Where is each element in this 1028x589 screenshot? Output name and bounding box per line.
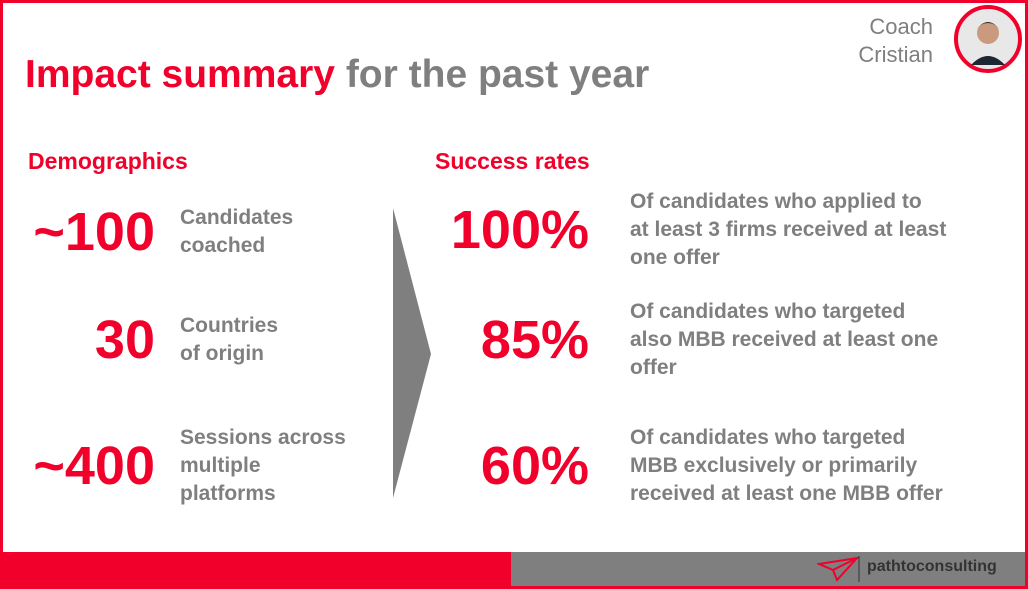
- stat-label: one offer: [630, 246, 720, 269]
- section-heading: Demographics: [28, 148, 188, 174]
- title: Impact summary for the past year: [25, 53, 649, 97]
- stat-value: ~400: [33, 436, 155, 496]
- stat-label: multiple: [180, 454, 261, 477]
- title-highlight: Impact summary: [25, 53, 335, 96]
- title-rest: for the past year: [345, 53, 650, 96]
- stat-value: ~100: [33, 202, 155, 262]
- stat-value: 85%: [480, 310, 589, 370]
- coach-line: Cristian: [858, 42, 933, 67]
- stat-label: platforms: [180, 482, 276, 505]
- stat-label: received at least one MBB offer: [630, 482, 943, 505]
- stat-label: Candidates: [180, 206, 294, 229]
- stat-label: of origin: [180, 342, 264, 365]
- avatar: [954, 5, 1022, 73]
- chevron: [393, 208, 431, 498]
- stat-label: Of candidates who targeted: [630, 300, 906, 323]
- stat-label: coached: [180, 234, 266, 257]
- coach-name: Coach Cristian: [858, 13, 933, 69]
- stat-label: offer: [630, 356, 677, 379]
- stat-value: 100%: [450, 200, 589, 260]
- stat-label: Of candidates who applied to: [630, 190, 922, 213]
- stat-label: Of candidates who targeted: [630, 426, 906, 449]
- coach-line: Coach: [869, 14, 933, 39]
- stat-value: 30: [94, 310, 155, 370]
- stat-label: at least 3 firms received at least: [630, 218, 947, 241]
- stat-value: 60%: [480, 436, 589, 496]
- stat-label: MBB exclusively or primarily: [630, 454, 918, 477]
- section-heading: Success rates: [435, 148, 590, 174]
- footer-bar: pathtoconsulting: [3, 552, 1025, 586]
- stat-label: Countries: [180, 314, 279, 337]
- stat-label: also MBB received at least one: [630, 328, 939, 351]
- stat-label: Sessions across: [180, 426, 346, 449]
- brand-name: pathtoconsulting: [867, 558, 997, 575]
- brand-logo: [817, 556, 860, 582]
